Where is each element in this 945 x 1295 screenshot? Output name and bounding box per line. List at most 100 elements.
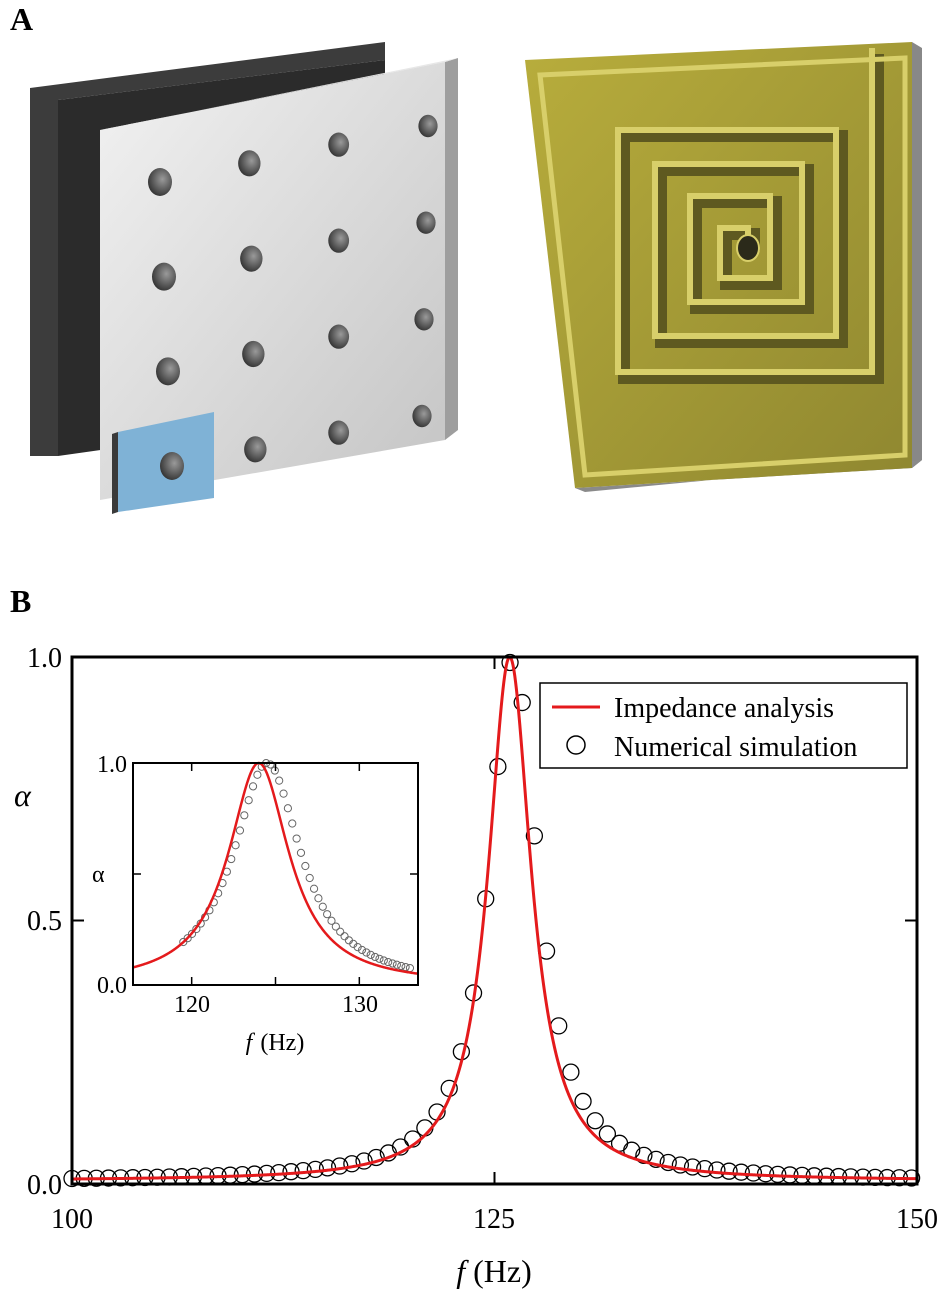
inset-simulation-point [370,952,380,962]
y-tick-1: 1.0 [27,643,62,674]
x-tick-150: 150 [896,1204,938,1235]
x-axis-label: f (Hz) [456,1253,532,1289]
inset-simulation-point [397,961,406,971]
spiral-side [912,42,922,468]
inset-simulation-point [384,957,393,967]
simulation-point [720,1162,738,1180]
legend-box [539,682,908,769]
panel-label-b: B [10,583,31,619]
simulation-point [525,827,544,845]
inset-simulation-point [288,819,297,828]
plate-hole [242,340,265,368]
x-axis-symbol: f [456,1253,469,1289]
spiral-bottom-edge [575,460,922,492]
inset-simulation-point [266,760,275,769]
simulation-point [696,1160,714,1178]
spiral-center-hole [736,234,760,262]
plate-hole [328,420,350,445]
inset-simulation-point [305,873,314,883]
x-tick-100: 100 [51,1204,93,1235]
plate-hole [156,357,180,386]
plate-hole [148,168,172,196]
inset-simulation-point [366,950,375,959]
main-chart: 100 125 150 0.0 0.5 1.0 α f (Hz) Impedanc… [14,643,938,1289]
inset-x-axis-label: f (Hz) [246,1030,305,1056]
simulation-point [574,1092,592,1111]
inset-simulation-point [275,776,284,785]
y-tick-0.5: 0.5 [27,906,62,937]
inset-plot-area [132,759,418,975]
simulation-point [501,653,519,672]
spiral-walls [537,48,908,478]
front-plate [100,62,445,500]
plate-hole [328,132,350,157]
plate-holes [148,114,438,480]
unit-cell-edge [112,432,118,514]
plate-hole [240,245,263,272]
backing-plate [30,42,385,456]
inset-simulation-point [375,954,384,963]
inset-x-tick-130: 130 [342,992,378,1018]
simulation-point [659,1153,677,1172]
simulation-point [708,1161,726,1179]
inset-simulation-point [323,910,332,919]
inset-simulation-point [353,943,362,952]
simulation-point [343,1155,361,1173]
inset-simulation-point [340,932,349,941]
front-plate-side [445,58,458,440]
inset-simulation-point [357,945,367,955]
simulation-point [671,1156,690,1174]
perforated-panel-illustration [30,42,458,514]
spiral-outer-wall [537,55,908,478]
plate-hole [414,308,434,331]
plate-hole [412,404,432,428]
inset-simulation-point [309,884,319,893]
inset-simulation-point [279,789,288,798]
spiral-wall [615,48,875,375]
main-plot-area [63,653,921,1188]
simulation-point [513,693,531,712]
main-ticks [71,656,918,1185]
plate-hole [416,211,436,234]
y-axis-label: α [14,777,32,813]
inset-simulation-point [248,782,258,791]
inset-simulation-point [235,826,245,835]
inset-simulation-point [253,770,262,779]
plate-hole [152,262,176,291]
simulation-point [586,1112,604,1130]
legend-circle-marker [566,735,586,755]
y-tick-0: 0.0 [27,1170,62,1201]
plate-hole [418,114,438,138]
coiled-space-illustration [525,42,922,492]
inset-simulation-point [244,796,253,805]
inset-simulation-point [187,929,197,938]
plate-hole [160,452,184,480]
inset-simulation-point [292,834,301,843]
inset-simulation-point [301,861,310,871]
simulation-point [635,1146,653,1165]
inset-simulation-point [183,934,192,943]
legend-simulation: Numerical simulation [614,732,857,763]
inset-y-tick-0: 0.0 [97,973,127,999]
plate-hole [328,324,350,349]
legend: Impedance analysis Numerical simulation [539,682,908,769]
panel-label-a: A [10,1,33,37]
simulation-point [550,1017,568,1035]
inset-y-tick-1: 1.0 [97,752,127,778]
plate-hole [328,228,350,253]
inset-x-tick-120: 120 [174,992,210,1018]
inset-simulation-point [296,848,306,857]
plate-hole [244,436,267,463]
inset-simulation-point [327,916,336,925]
simulation-point [683,1158,702,1176]
inset-simulation-point [314,894,323,903]
inset-x-axis-symbol: f [246,1030,256,1056]
legend-impedance: Impedance analysis [614,693,834,724]
x-tick-125: 125 [473,1204,515,1235]
plate-hole [238,150,261,177]
inset-simulation-point [283,804,293,813]
inset-chart: 120 130 0.0 1.0 α f (Hz) [92,752,419,1056]
inset-x-axis-unit: (Hz) [260,1030,304,1056]
inset-simulation-point [318,902,327,911]
